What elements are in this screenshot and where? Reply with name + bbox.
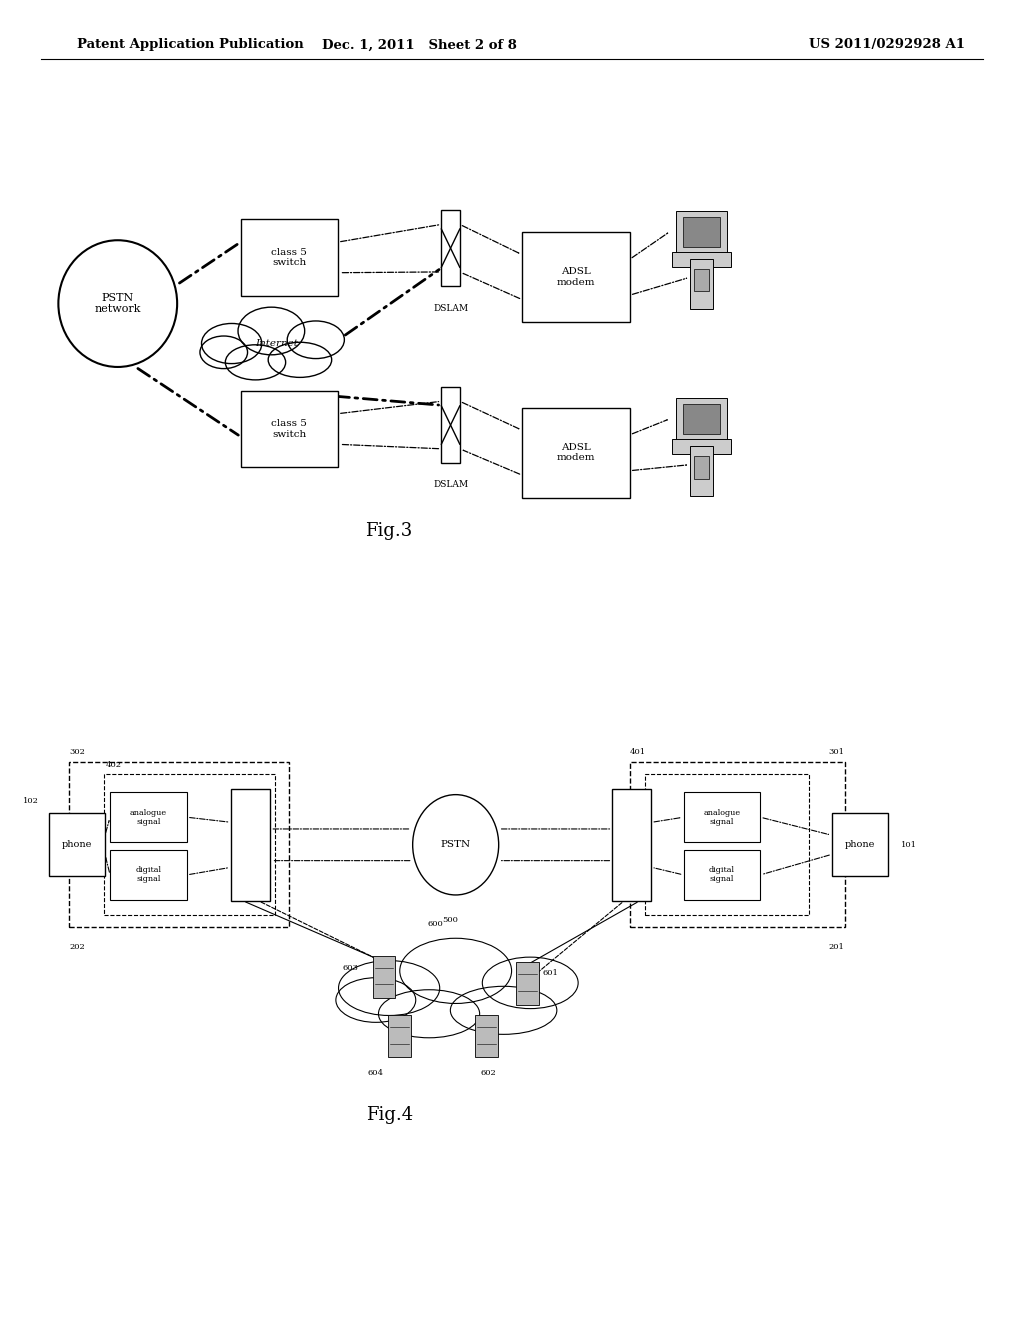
Text: Internet: Internet [255,339,298,347]
Text: 602: 602 [480,1069,497,1077]
Ellipse shape [238,308,305,355]
FancyBboxPatch shape [522,408,630,498]
FancyBboxPatch shape [694,268,709,292]
Text: 101: 101 [901,841,916,849]
FancyBboxPatch shape [676,399,727,441]
Text: PSTN
network: PSTN network [94,293,141,314]
Text: Fig.3: Fig.3 [366,521,413,540]
FancyBboxPatch shape [441,210,460,286]
Text: ADSL
modem: ADSL modem [557,268,595,286]
Ellipse shape [336,978,416,1022]
FancyBboxPatch shape [373,956,395,998]
FancyBboxPatch shape [831,813,889,876]
Ellipse shape [58,240,177,367]
FancyBboxPatch shape [612,788,651,900]
Text: PSTN: PSTN [440,841,471,849]
FancyBboxPatch shape [672,252,731,267]
FancyBboxPatch shape [683,404,720,434]
Text: class 5
switch: class 5 switch [271,420,307,438]
Ellipse shape [379,990,479,1038]
Text: 603: 603 [342,964,358,972]
FancyBboxPatch shape [110,850,186,900]
Text: DSLAM: DSLAM [433,480,468,490]
FancyBboxPatch shape [684,792,760,842]
Text: class 5
switch: class 5 switch [271,248,307,267]
Text: 604: 604 [368,1069,384,1077]
FancyBboxPatch shape [690,446,713,496]
Ellipse shape [200,337,248,368]
Text: 301: 301 [828,747,845,755]
Ellipse shape [202,323,262,363]
FancyBboxPatch shape [241,219,338,296]
Ellipse shape [225,345,286,380]
Text: 402: 402 [106,760,122,768]
Text: DSLAM: DSLAM [433,304,468,313]
Text: digital
signal: digital signal [135,866,162,883]
FancyBboxPatch shape [684,850,760,900]
Text: 401: 401 [630,747,646,755]
FancyBboxPatch shape [516,962,539,1005]
Text: 601: 601 [543,969,559,977]
Text: 201: 201 [828,942,845,952]
FancyBboxPatch shape [676,211,727,253]
Text: phone: phone [61,841,92,849]
Text: digital
signal: digital signal [709,866,735,883]
Ellipse shape [413,795,499,895]
Ellipse shape [339,961,439,1015]
FancyBboxPatch shape [672,440,731,454]
Ellipse shape [451,986,557,1035]
Text: Fig.4: Fig.4 [366,1106,413,1125]
Text: ADSL
modem: ADSL modem [557,444,595,462]
Text: analogue
signal: analogue signal [703,809,740,826]
Text: 202: 202 [69,942,85,952]
Ellipse shape [268,342,332,378]
FancyBboxPatch shape [441,387,460,463]
Text: 500: 500 [442,916,459,924]
Text: Dec. 1, 2011   Sheet 2 of 8: Dec. 1, 2011 Sheet 2 of 8 [323,38,517,51]
Text: 102: 102 [23,797,39,805]
Text: Patent Application Publication: Patent Application Publication [77,38,303,51]
FancyBboxPatch shape [110,792,186,842]
FancyBboxPatch shape [522,232,630,322]
FancyBboxPatch shape [694,455,709,479]
FancyBboxPatch shape [690,259,713,309]
FancyBboxPatch shape [49,813,105,876]
Text: analogue
signal: analogue signal [130,809,167,826]
Text: 600: 600 [427,920,443,928]
FancyBboxPatch shape [475,1015,498,1057]
Text: phone: phone [845,841,876,849]
Ellipse shape [399,939,512,1003]
FancyBboxPatch shape [231,788,270,900]
FancyBboxPatch shape [683,216,720,247]
Ellipse shape [287,321,344,359]
FancyBboxPatch shape [241,391,338,467]
Text: US 2011/0292928 A1: US 2011/0292928 A1 [809,38,965,51]
Text: 302: 302 [69,747,85,755]
Ellipse shape [482,957,579,1008]
FancyBboxPatch shape [388,1015,411,1057]
